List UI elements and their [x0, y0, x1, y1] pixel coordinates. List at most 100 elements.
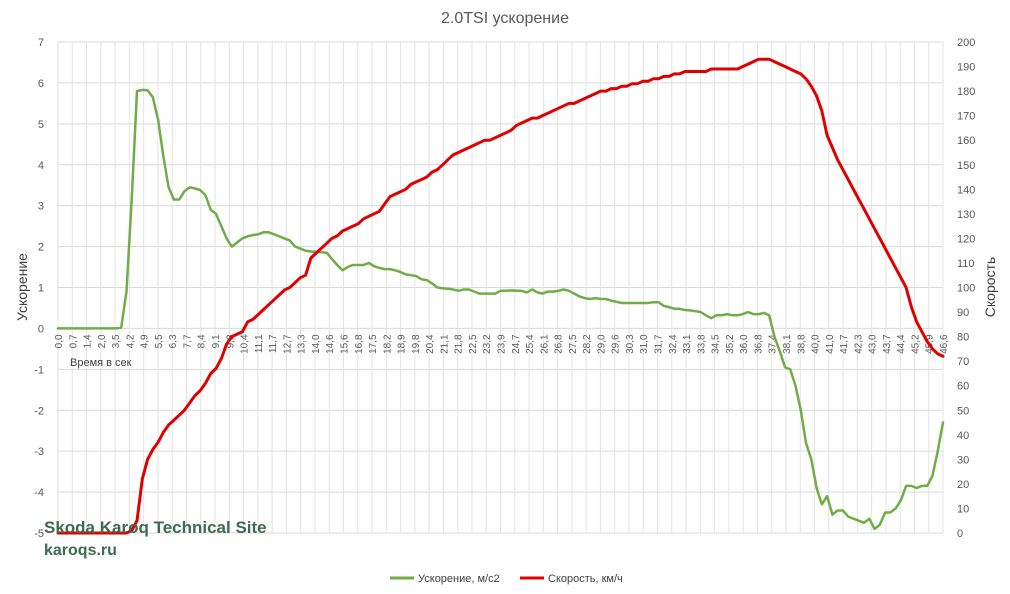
left-tick-label: 3 — [38, 201, 44, 213]
x-tick-label: 29,0 — [596, 334, 607, 354]
x-tick-label: 14,0 — [311, 334, 322, 354]
x-tick-label: 22,5 — [468, 334, 479, 354]
x-tick-label: 35,2 — [725, 334, 736, 354]
chart-title: 2.0TSI ускорение — [441, 10, 569, 27]
x-tick-label: 33,1 — [682, 334, 693, 354]
right-tick-label: 150 — [957, 160, 975, 172]
x-tick-label: 28,2 — [582, 334, 593, 354]
x-tick-label: 26,1 — [539, 334, 550, 354]
x-tick-label: 45,2 — [910, 334, 921, 354]
x-tick-label: 17,5 — [368, 334, 379, 354]
x-tick-label: 11,1 — [254, 334, 265, 353]
x-tick-label: 43,7 — [882, 334, 893, 354]
left-axis-ticks: -5 -4 -3 -2 -1 0 1 2 3 4 5 6 7 — [34, 37, 44, 540]
watermark-url: karoqs.ru — [44, 542, 117, 559]
x-tick-label: 21,1 — [439, 334, 450, 354]
x-tick-label: 36,8 — [753, 334, 764, 354]
x-tick-label: 33,8 — [696, 334, 707, 354]
x-tick-label: 6,3 — [168, 334, 179, 348]
right-tick-label: 50 — [957, 405, 969, 417]
x-tick-label: 9,1 — [211, 334, 222, 348]
legend-label: Ускорение, м/с2 — [418, 573, 500, 585]
x-tick-label: 37,4 — [768, 334, 779, 354]
x-tick-label: 27,5 — [568, 334, 579, 354]
x-tick-label: 34,5 — [711, 334, 722, 354]
x-tick-label: 40,0 — [811, 334, 822, 354]
right-tick-label: 40 — [957, 430, 969, 442]
right-tick-label: 190 — [957, 62, 975, 74]
left-tick-label: -2 — [34, 405, 44, 417]
x-tick-label: 5,5 — [154, 334, 165, 348]
x-tick-label: 4,9 — [140, 334, 151, 348]
acceleration-series-line — [56, 88, 945, 531]
right-tick-label: 30 — [957, 454, 969, 466]
x-tick-label: 41,0 — [825, 334, 836, 354]
x-tick-label: 0,7 — [68, 334, 79, 348]
speed-series-line — [56, 57, 945, 535]
x-tick-label: 19,8 — [411, 334, 422, 354]
legend: Ускорение, м/с2 Скорость, км/ч — [390, 573, 623, 585]
x-tick-label: 13,3 — [297, 334, 308, 354]
x-tick-label: 15,6 — [339, 334, 350, 354]
x-tick-label: 10,4 — [240, 334, 251, 354]
right-tick-label: 110 — [957, 258, 975, 270]
x-tick-label: 25,4 — [525, 334, 536, 354]
x-axis-note: Время в сек — [70, 357, 132, 369]
right-tick-label: 200 — [957, 37, 975, 49]
left-tick-label: 2 — [38, 242, 44, 254]
x-tick-label: 14,6 — [325, 334, 336, 354]
right-tick-label: 80 — [957, 332, 969, 344]
x-tick-label: 7,7 — [182, 334, 193, 348]
x-tick-label: 1,4 — [83, 334, 94, 348]
x-tick-label: 0,0 — [54, 334, 65, 348]
right-tick-label: 0 — [957, 528, 963, 540]
x-tick-label: 26,8 — [554, 334, 565, 354]
left-tick-label: -3 — [34, 446, 44, 458]
watermark-site: Skoda Karoq Technical Site — [44, 518, 267, 537]
x-tick-label: 20,4 — [425, 334, 436, 354]
x-tick-label: 31,7 — [654, 334, 665, 354]
right-axis-label: Скорость — [982, 257, 998, 317]
left-tick-label: 6 — [38, 78, 44, 90]
right-tick-label: 70 — [957, 356, 969, 368]
right-tick-label: 140 — [957, 184, 975, 196]
right-tick-label: 120 — [957, 233, 975, 245]
x-tick-label: 18,2 — [382, 334, 393, 354]
x-tick-label: 21,8 — [454, 334, 465, 354]
x-tick-label: 16,8 — [354, 334, 365, 354]
x-tick-label: 8,4 — [197, 334, 208, 348]
x-tick-label: 23,9 — [497, 334, 508, 354]
right-tick-label: 20 — [957, 479, 969, 491]
x-tick-label: 30,3 — [625, 334, 636, 354]
x-tick-label: 11,7 — [268, 334, 279, 353]
x-tick-label: 36,0 — [739, 334, 750, 354]
left-tick-label: 5 — [38, 119, 44, 131]
left-tick-label: 0 — [38, 323, 44, 335]
x-tick-label: 31,0 — [639, 334, 650, 354]
grid — [57, 41, 944, 534]
x-axis-ticks: 0,0 0,7 1,4 2,0 3,5 4,2 4,9 5,5 6,3 7,7 8,4 9,1 9,8 1… — [54, 334, 950, 354]
x-tick-label: 46,6 — [939, 334, 950, 354]
x-tick-label: 41,7 — [839, 334, 850, 354]
right-tick-label: 90 — [957, 307, 969, 319]
left-tick-label: 1 — [38, 283, 44, 295]
x-tick-label: 32,4 — [668, 334, 679, 354]
left-tick-label: 4 — [38, 160, 44, 172]
x-tick-label: 18,9 — [397, 334, 408, 354]
x-tick-label: 42,3 — [853, 334, 864, 354]
x-tick-label: 2,0 — [97, 334, 108, 348]
left-tick-label: 7 — [38, 37, 44, 49]
x-tick-label: 4,2 — [125, 334, 136, 348]
x-tick-label: 12,7 — [282, 334, 293, 354]
right-tick-label: 180 — [957, 86, 975, 98]
left-tick-label: -5 — [34, 528, 44, 540]
x-tick-label: 29,6 — [611, 334, 622, 354]
x-tick-label: 3,5 — [111, 334, 122, 348]
x-tick-label: 44,4 — [896, 334, 907, 354]
right-tick-label: 170 — [957, 111, 975, 123]
x-tick-label: 23,2 — [482, 334, 493, 354]
left-tick-label: -4 — [34, 487, 44, 499]
series-group — [56, 57, 945, 535]
x-tick-label: 38,8 — [796, 334, 807, 354]
